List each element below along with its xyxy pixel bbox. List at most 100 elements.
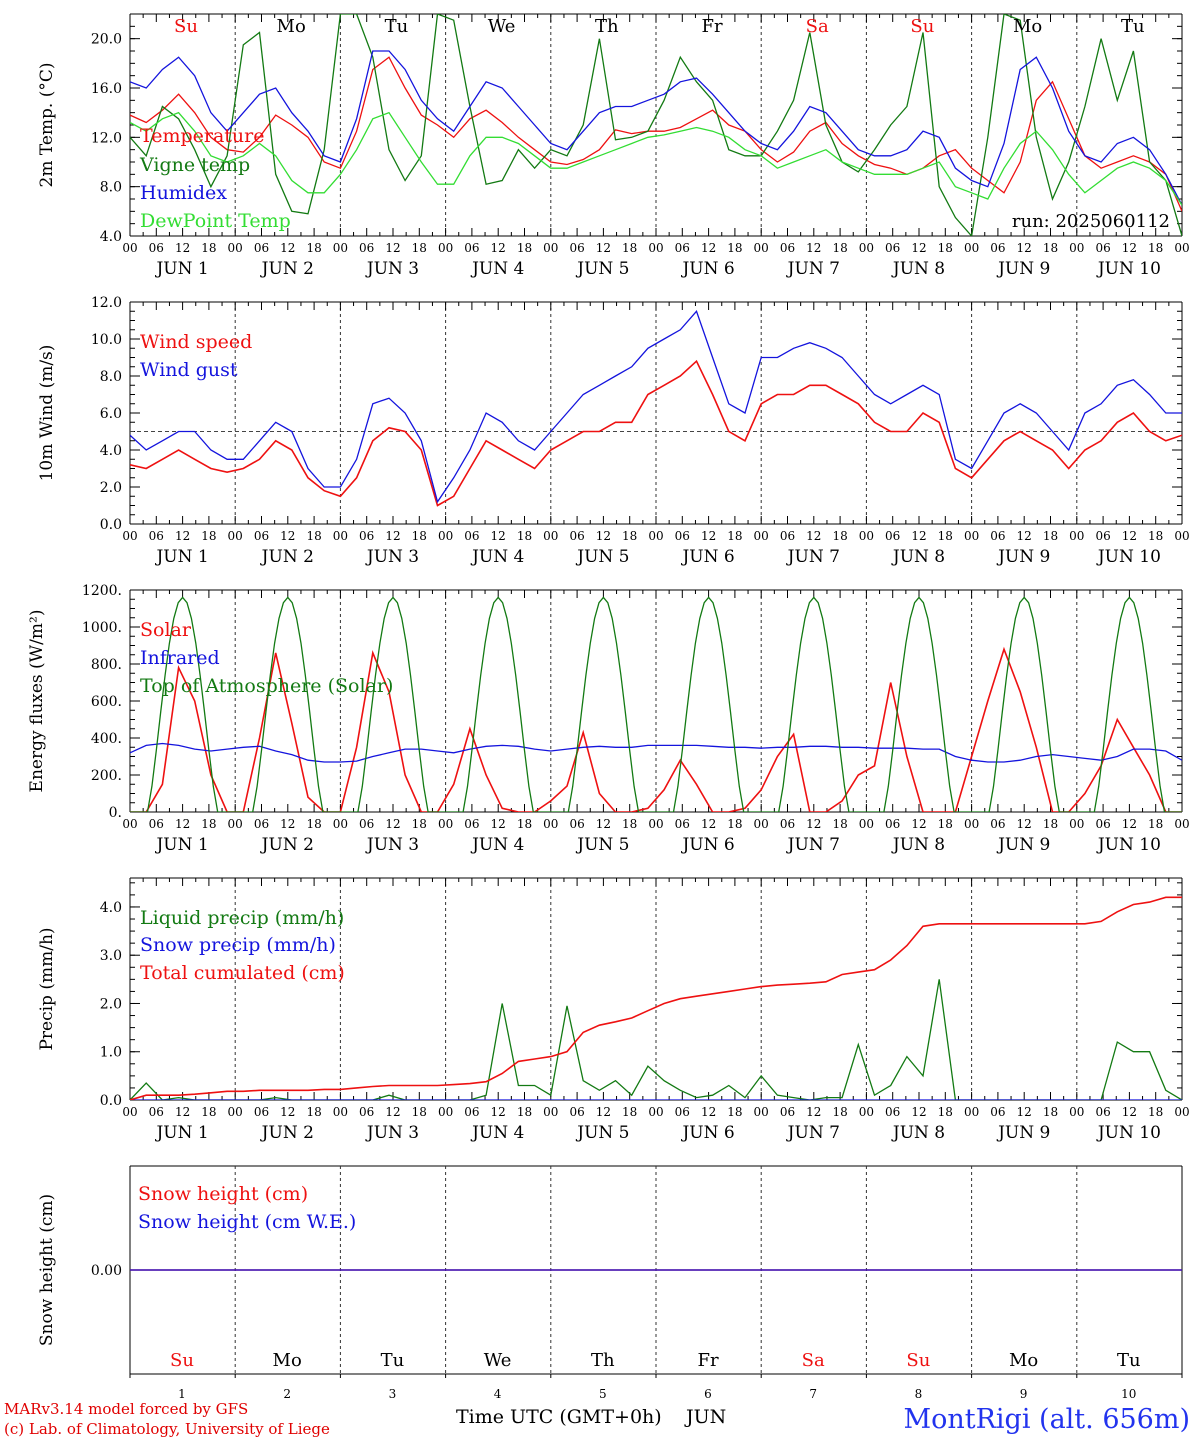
date-label: JUN 10 [1096,1123,1161,1143]
weekday-label: Th [595,16,619,37]
day-number: 4 [494,1387,502,1401]
hour-tick-label: 12 [1017,1105,1032,1119]
hour-tick-label: 18 [201,1105,216,1119]
hour-tick-label: 06 [990,529,1005,543]
hour-tick-label: 00 [964,1105,979,1119]
x-axis-month: JUN [684,1406,726,1428]
hour-tick-label: 18 [727,529,742,543]
station-name: MontRigi (alt. 656m) [903,1404,1190,1435]
hour-tick-label: 18 [201,241,216,255]
hour-tick-label: 00 [1174,529,1189,543]
date-label: JUN 6 [680,547,734,567]
hour-tick-label: 06 [464,241,479,255]
legend-entry: Wind gust [140,359,238,381]
hour-tick-label: 18 [727,817,742,831]
series-line-infrared [130,742,1182,763]
y-tick-label: 1200. [82,583,122,599]
y-tick-label: 4.0 [100,443,122,459]
hour-tick-label: 06 [149,529,164,543]
date-label: JUN 7 [786,1123,840,1143]
y-tick-label: 6.0 [100,406,122,422]
legend-entry: Total cumulated (cm) [140,962,345,984]
weekday-label: Tu [385,16,409,37]
hour-tick-label: 06 [149,1105,164,1119]
legend-entry: DewPoint Temp [140,210,291,232]
hour-tick-label: 18 [938,1105,953,1119]
y-tick-label: 1000. [82,620,122,636]
hour-tick-label: 18 [306,1105,321,1119]
hour-tick-label: 12 [596,1105,611,1119]
legend-entry: Snow height (cm W.E.) [138,1211,356,1233]
date-label: JUN 4 [470,1123,524,1143]
hour-tick-label: 06 [254,1105,269,1119]
hour-tick-label: 00 [333,241,348,255]
day-number: 3 [389,1387,397,1401]
hour-tick-label: 18 [622,817,637,831]
y-tick-label: 2.0 [100,996,122,1012]
hour-tick-label: 00 [228,241,243,255]
legend-entry: Liquid precip (mm/h) [140,907,344,929]
hour-tick-label: 00 [648,817,663,831]
x-axis-title: Time UTC (GMT+0h) [456,1406,662,1428]
hour-tick-label: 06 [990,241,1005,255]
hour-tick-label: 18 [622,529,637,543]
weekday-label: Mo [273,1350,302,1371]
y-axis-label: 2m Temp. (°C) [37,62,57,187]
hour-tick-label: 18 [412,1105,427,1119]
hour-tick-label: 00 [754,1105,769,1119]
hour-tick-label: 00 [964,529,979,543]
hour-tick-label: 18 [938,529,953,543]
date-label: JUN 5 [575,259,629,279]
hour-tick-label: 12 [701,529,716,543]
hour-tick-label: 12 [491,817,506,831]
hour-tick-label: 12 [491,1105,506,1119]
y-tick-label: 0.00 [91,1263,122,1279]
hour-tick-label: 18 [517,1105,532,1119]
hour-tick-label: 00 [964,817,979,831]
date-label: JUN 7 [786,259,840,279]
hour-tick-label: 00 [1069,1105,1084,1119]
legend-entry: Wind speed [140,331,252,353]
hour-tick-label: 06 [780,1105,795,1119]
hour-tick-label: 12 [1017,529,1032,543]
hour-tick-label: 00 [228,1105,243,1119]
hour-tick-label: 00 [228,817,243,831]
hour-tick-label: 00 [648,1105,663,1119]
legend-entry: Solar [140,619,192,641]
hour-tick-label: 18 [517,529,532,543]
hour-tick-label: 00 [438,1105,453,1119]
series-line-vigne-temp [130,14,1182,236]
hour-tick-label: 00 [228,529,243,543]
hour-tick-label: 06 [885,1105,900,1119]
hour-tick-label: 18 [1148,529,1163,543]
hour-tick-label: 12 [701,817,716,831]
y-tick-label: 8.0 [100,369,122,385]
weekday-label: We [488,16,516,37]
chart-panels: 00 06 12 18 00 06 12 18 00 06 12 18 00 06 12 18 00 06 12 18… [27,13,1190,1401]
hour-tick-label: 12 [385,817,400,831]
hour-tick-label: 12 [1122,817,1137,831]
weekday-label: Tu [1121,16,1145,37]
date-label: JUN 5 [575,547,629,567]
panel-5: 1 2 3 4 5 6 7 8 9 10 Su Mo Tu We Th Fr Sa Su Mo Tu 0.00 Snow … [37,1165,1183,1401]
date-label: JUN 10 [1096,259,1161,279]
hour-tick-label: 06 [885,529,900,543]
hour-tick-label: 00 [438,529,453,543]
hour-tick-label: 06 [780,529,795,543]
y-axis-label: 10m Wind (m/s) [37,345,57,482]
hour-tick-label: 00 [1069,817,1084,831]
hour-tick-label: 00 [859,1105,874,1119]
hour-tick-label: 06 [569,817,584,831]
hour-tick-label: 00 [1069,529,1084,543]
hour-tick-label: 06 [359,817,374,831]
hour-tick-label: 12 [596,529,611,543]
hour-tick-label: 12 [385,241,400,255]
hour-tick-label: 18 [517,241,532,255]
hour-tick-label: 18 [832,817,847,831]
panel-1: 00 06 12 18 00 06 12 18 00 06 12 18 00 06 12 18 00 06 12 18… [37,13,1190,279]
legend-entry: Top of Atmosphere (Solar) [140,675,393,697]
date-label: JUN 8 [891,547,945,567]
weekday-label: Tu [1117,1350,1141,1371]
hour-tick-label: 00 [543,1105,558,1119]
date-label: JUN 4 [470,259,524,279]
